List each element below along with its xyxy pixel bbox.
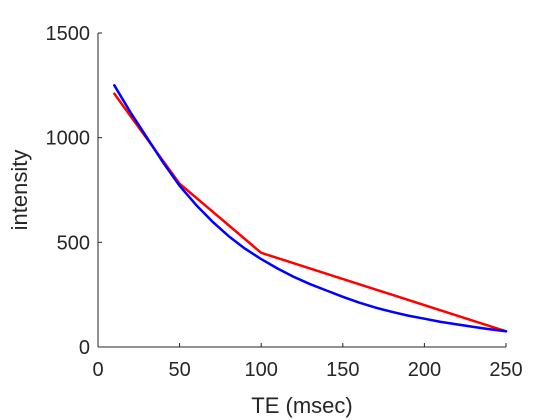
x-tick-label: 100 <box>245 359 278 381</box>
y-axis-label: intensity <box>7 150 32 231</box>
x-axis-label: TE (msec) <box>251 393 352 418</box>
y-ticks: 0 500 1000 1500 <box>46 23 103 359</box>
x-tick-label: 150 <box>326 359 359 381</box>
series-line-2 <box>114 85 506 331</box>
x-tick-label: 50 <box>168 359 190 381</box>
x-tick-label: 200 <box>408 359 441 381</box>
y-tick-label: 1000 <box>46 128 91 150</box>
x-tick-label: 0 <box>92 359 103 381</box>
y-tick-label: 0 <box>79 337 90 359</box>
y-tick-label: 1500 <box>46 23 91 45</box>
axes <box>98 33 506 347</box>
x-tick-label: 250 <box>489 359 522 381</box>
plot-area <box>114 85 506 331</box>
x-ticks: 0 50 100 150 200 250 <box>92 343 522 381</box>
y-tick-label: 500 <box>57 232 90 254</box>
series-line-1 <box>114 94 506 332</box>
